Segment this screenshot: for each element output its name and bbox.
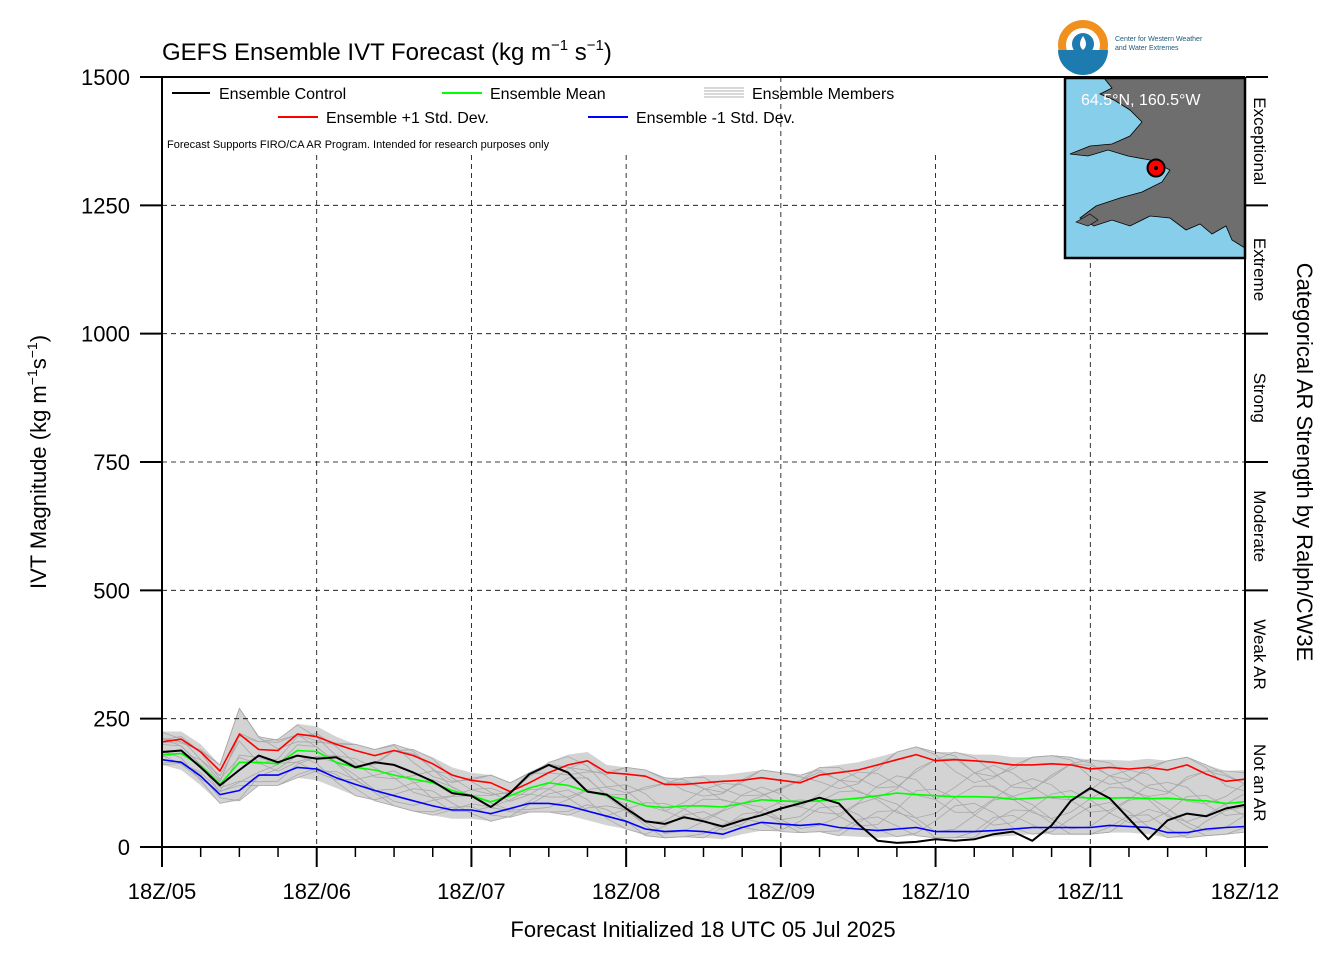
x-axis-label: Forecast Initialized 18 UTC 05 Jul 2025 <box>510 917 895 942</box>
x-tick-label: 18Z/11 <box>1057 879 1124 904</box>
series-line-ensemble-1-std-dev <box>161 758 1246 835</box>
grid-layer <box>162 77 1245 847</box>
ensemble-member-line <box>161 762 1246 839</box>
legend-label-control: Ensemble Control <box>219 86 346 103</box>
x-tick-label: 18Z/12 <box>1211 879 1280 904</box>
cw3e-logo: Center for Western Weather and Water Ext… <box>1058 20 1203 75</box>
series-layer <box>161 733 1246 844</box>
y-tick-label: 1500 <box>81 65 130 90</box>
category-label: Moderate <box>1250 490 1269 562</box>
legend: Ensemble Control Ensemble Mean Ensemble … <box>172 86 894 127</box>
ensemble-member-line <box>161 744 1246 824</box>
category-label: Not an AR <box>1250 744 1269 822</box>
legend-label-mean: Ensemble Mean <box>490 86 606 103</box>
logo-text-line2: and Water Extremes <box>1115 45 1179 52</box>
legend-label-minus-std: Ensemble -1 Std. Dev. <box>636 110 795 127</box>
ensemble-member-line <box>161 740 1246 820</box>
y-tick-label: 0 <box>118 835 130 860</box>
chart-title: GEFS Ensemble IVT Forecast (kg m−1 s−1) <box>162 37 612 66</box>
series-line-ensemble-1-std-dev <box>161 733 1246 793</box>
category-label: Extreme <box>1250 238 1269 301</box>
logo-drop-icon <box>1080 36 1086 50</box>
y-tick-label: 750 <box>93 450 130 475</box>
category-label: Weak AR <box>1250 619 1269 690</box>
legend-label-members: Ensemble Members <box>752 86 894 103</box>
ensemble-spread-band <box>162 708 1245 840</box>
series-line-ensemble-mean <box>161 749 1246 809</box>
y-tick-label: 1000 <box>81 322 130 347</box>
x-tick-label: 18Z/10 <box>901 879 970 904</box>
ensemble-member-line <box>161 724 1246 797</box>
ensemble-member-line <box>161 733 1246 812</box>
x-tick-label: 18Z/06 <box>282 879 351 904</box>
category-layer: Not an AR Weak AR Moderate Strong Extreme Exc… <box>1246 76 1269 848</box>
right-axis-label: Categorical AR Strength by Ralph/CW3E <box>1292 263 1317 662</box>
inset-frame <box>1063 76 1247 260</box>
axes-layer: 0 250 500 750 1000 1250 1500 18Z/05 18Z/06 18Z/07… <box>81 65 1279 904</box>
category-label: Strong <box>1250 373 1269 423</box>
ensemble-members-band-layer <box>162 708 1245 840</box>
x-tick-label: 18Z/07 <box>437 879 506 904</box>
disclaimer-text: Forecast Supports FIRO/CA AR Program. In… <box>167 139 550 151</box>
inset-location-label: 64.5°N, 160.5°W <box>1081 92 1201 109</box>
x-tick-label: 18Z/05 <box>128 879 197 904</box>
category-label: Exceptional <box>1250 97 1269 185</box>
logo-text-line1: Center for Western Weather <box>1115 36 1203 43</box>
x-tick-label: 18Z/09 <box>747 879 816 904</box>
ensemble-member-line <box>161 750 1246 839</box>
legend-swatch-members <box>704 87 744 98</box>
series-line-ensemble-control <box>161 749 1246 844</box>
legend-label-plus-std: Ensemble +1 Std. Dev. <box>326 110 489 127</box>
y-tick-label: 1250 <box>81 193 130 218</box>
y-tick-label: 500 <box>93 578 130 603</box>
y-axis-label: IVT Magnitude (kg m−1s−1) <box>24 335 51 589</box>
inset-map: 64.5°N, 160.5°W <box>1063 76 1247 260</box>
ensemble-member-line <box>161 760 1246 839</box>
y-tick-label: 250 <box>93 707 130 732</box>
x-tick-label: 18Z/08 <box>592 879 661 904</box>
logo-water-icon <box>1058 50 1108 75</box>
ensemble-member-line <box>161 707 1246 797</box>
